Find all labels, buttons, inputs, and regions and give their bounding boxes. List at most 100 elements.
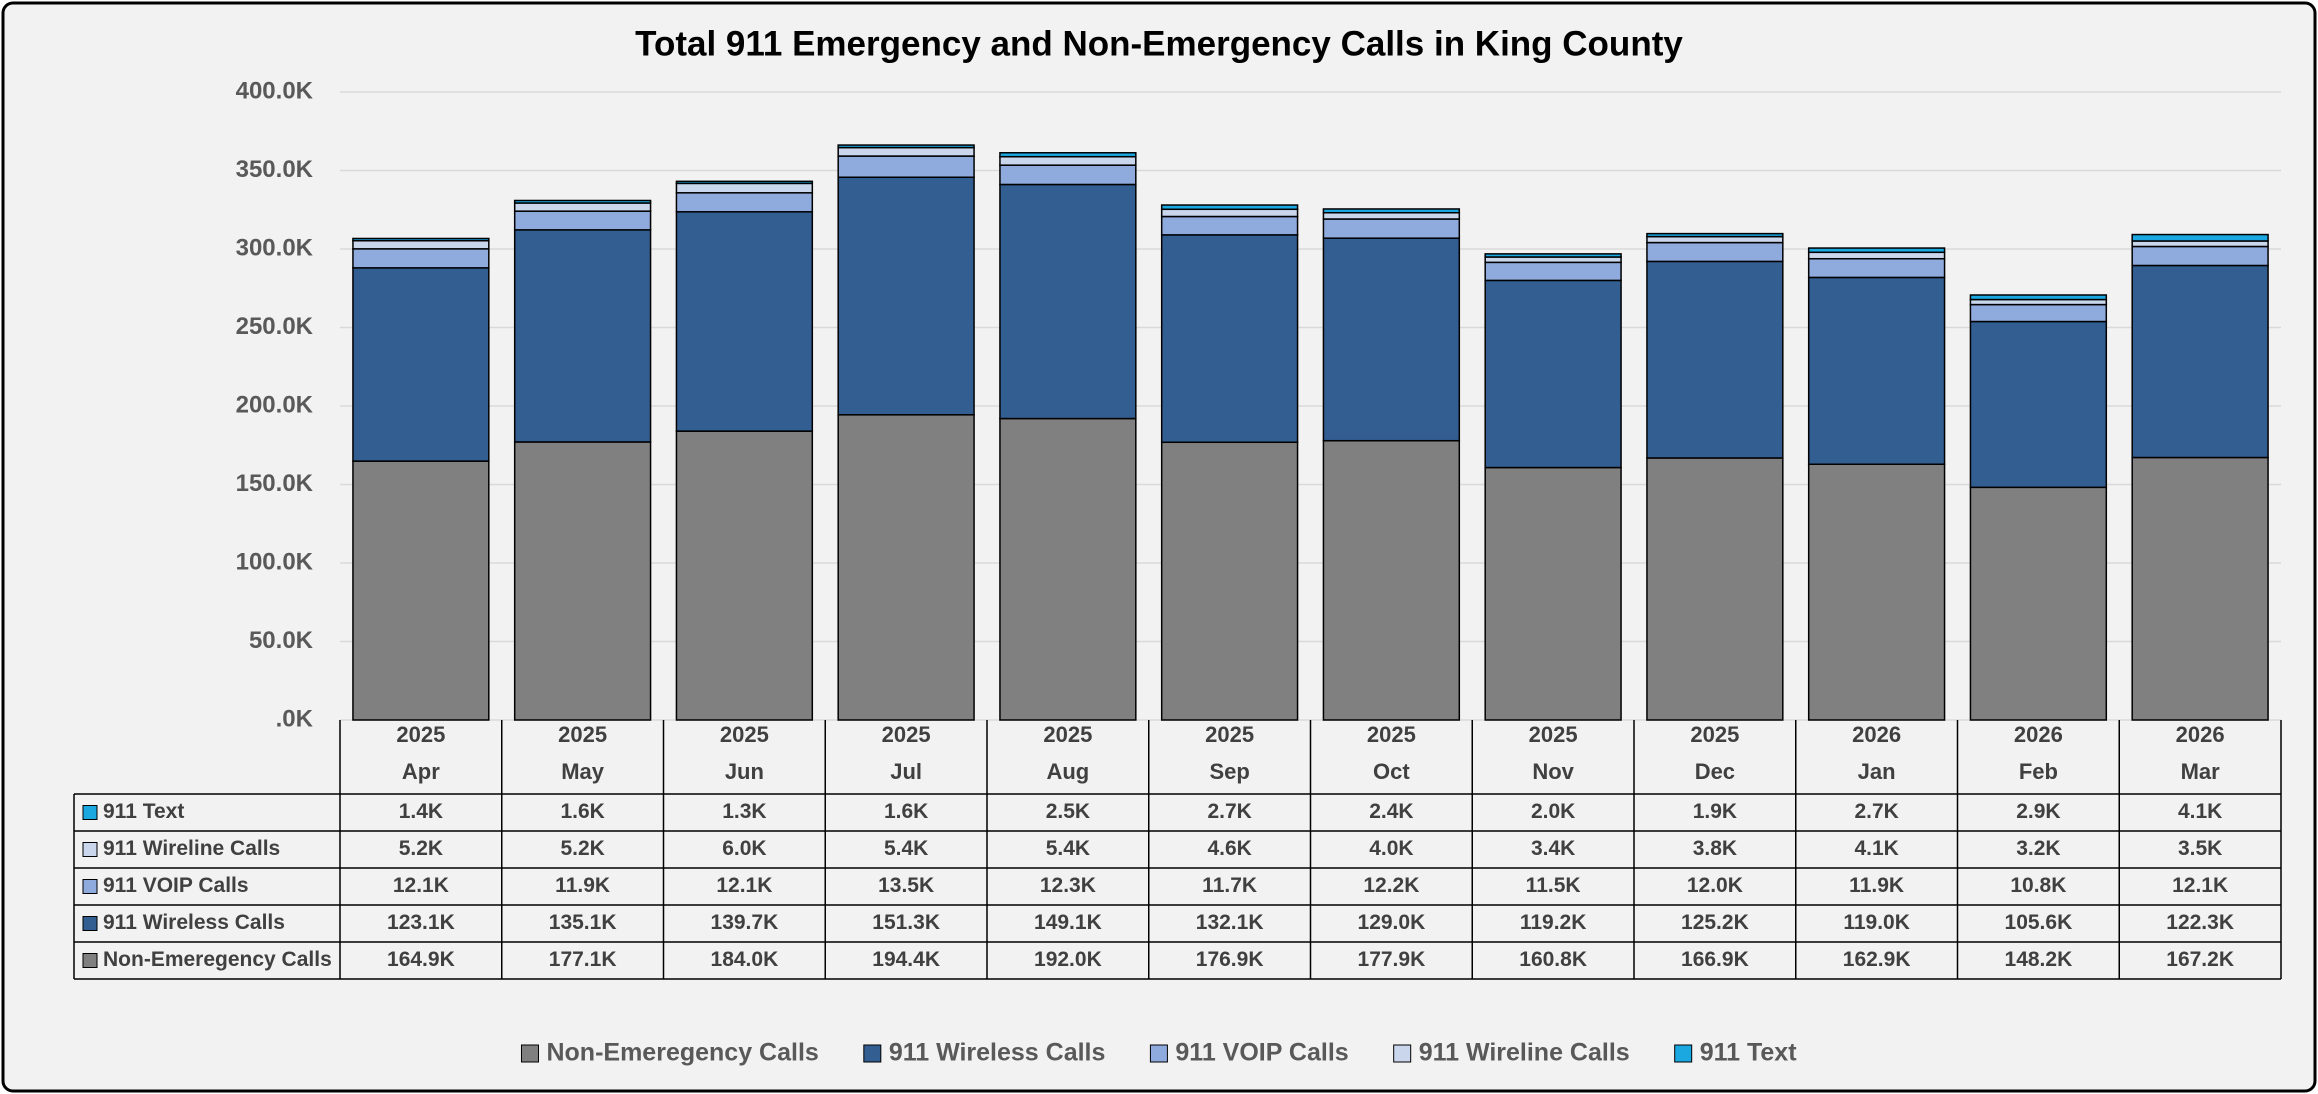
bar-segment	[1969, 298, 2108, 306]
table-value: 12.2K	[1363, 874, 1419, 897]
x-tick-year: 2026	[1852, 722, 1901, 747]
bar-segment	[1969, 486, 2108, 721]
table-value: 2.9K	[2016, 800, 2060, 823]
table-legend-key	[82, 842, 98, 857]
table-value: 122.3K	[2166, 911, 2234, 934]
legend-label: 911 Wireless Calls	[889, 1039, 1106, 1067]
bar-segment	[1646, 457, 1784, 721]
table-value: 12.3K	[1040, 874, 1096, 897]
table-row-label: Non-Emeregency Calls	[103, 948, 332, 971]
bar-segment	[1322, 208, 1461, 214]
table-value: 176.9K	[1196, 948, 1264, 971]
table-value: 5.4K	[884, 837, 928, 860]
bar-segment	[1484, 256, 1622, 264]
table-value: 166.9K	[1681, 948, 1749, 971]
table-value: 167.2K	[2166, 948, 2234, 971]
x-tick-month: Aug	[1046, 759, 1089, 784]
bar-segment	[999, 152, 1137, 158]
x-tick-month: Jan	[1858, 759, 1896, 784]
bar-segment	[1484, 279, 1622, 469]
bar-segment	[513, 229, 652, 443]
x-tick-year: 2026	[2014, 722, 2063, 747]
bar-segment	[837, 414, 975, 721]
bar-segment	[1646, 241, 1784, 263]
bar-segment	[2131, 240, 2269, 248]
bar-segment	[837, 146, 975, 157]
x-tick-month: Jul	[890, 759, 922, 784]
table-value: 139.7K	[711, 911, 779, 934]
table-value: 148.2K	[2005, 948, 2073, 971]
y-tick-label: 150.0K	[236, 470, 314, 497]
table-value: 194.4K	[872, 948, 940, 971]
bar-segment	[1322, 211, 1461, 220]
legend-label: 911 VOIP Calls	[1175, 1039, 1348, 1067]
table-value: 11.9K	[1849, 874, 1904, 897]
bar-segment	[513, 441, 652, 721]
table-row-label: 911 VOIP Calls	[103, 874, 249, 897]
bar-segment	[1322, 218, 1461, 239]
table-value: 184.0K	[711, 948, 779, 971]
bar-segment	[352, 460, 490, 721]
bar-segment	[2131, 233, 2269, 242]
table-value: 10.8K	[2010, 874, 2066, 897]
table-value: 5.2K	[560, 837, 604, 860]
x-tick-month: Dec	[1695, 759, 1735, 784]
bar-segment	[1160, 234, 1299, 444]
x-tick-year: 2026	[2176, 722, 2225, 747]
legend-key	[863, 1044, 882, 1063]
table-value: 123.1K	[387, 911, 455, 934]
x-tick-month: Feb	[2019, 759, 2058, 784]
bar-segment	[352, 239, 490, 250]
bar-segment	[1160, 208, 1299, 218]
y-tick-label: 250.0K	[236, 313, 314, 340]
x-tick-month: May	[561, 759, 605, 784]
bar-segment	[2131, 264, 2269, 459]
table-value: 129.0K	[1358, 911, 1426, 934]
table-value: 3.8K	[1693, 837, 1737, 860]
table-value: 3.2K	[2016, 837, 2060, 860]
table-value: 192.0K	[1034, 948, 1102, 971]
y-tick-label: 50.0K	[249, 627, 314, 654]
x-tick-year: 2025	[1043, 722, 1092, 747]
legend-key	[1674, 1044, 1693, 1063]
table-value: 1.3K	[722, 800, 766, 823]
table-row-label: 911 Wireline Calls	[103, 837, 280, 860]
table-value: 4.1K	[2178, 800, 2222, 823]
bar-segment	[513, 202, 652, 212]
bar-segment	[513, 210, 652, 231]
table-value: 6.0K	[722, 837, 766, 860]
bar-segment	[1807, 257, 1946, 279]
legend-label: Non-Emeregency Calls	[546, 1039, 818, 1067]
x-tick-year: 2025	[1367, 722, 1416, 747]
table-legend-key	[82, 916, 98, 931]
y-tick-label: 300.0K	[236, 234, 314, 261]
bar-segment	[837, 144, 975, 149]
table-legend-key	[82, 953, 98, 968]
legend-label: 911 Text	[1700, 1039, 1798, 1067]
x-tick-month: Apr	[402, 759, 440, 784]
bar-segment	[1322, 237, 1461, 442]
table-value: 132.1K	[1196, 911, 1264, 934]
table-value: 151.3K	[872, 911, 940, 934]
bar-segment	[1160, 204, 1299, 211]
table-value: 11.5K	[1526, 874, 1581, 897]
table-value: 13.5K	[878, 874, 934, 897]
x-tick-year: 2025	[1690, 722, 1739, 747]
bar-segment	[352, 267, 490, 462]
table-value: 162.9K	[1843, 948, 1911, 971]
table-value: 1.6K	[560, 800, 604, 823]
table-value: 135.1K	[549, 911, 617, 934]
bar-segment	[352, 237, 490, 242]
bar-segment	[675, 182, 814, 194]
legend-label: 911 Wireline Calls	[1419, 1039, 1630, 1067]
bar-segment	[2131, 456, 2269, 721]
table-value: 1.4K	[399, 800, 443, 823]
bar-segment	[1484, 253, 1622, 258]
bar-segment	[999, 164, 1137, 186]
bar-segment	[2131, 245, 2269, 267]
bar-segment	[675, 211, 814, 432]
table-value: 160.8K	[1519, 948, 1587, 971]
x-tick-month: Mar	[2181, 759, 2221, 784]
